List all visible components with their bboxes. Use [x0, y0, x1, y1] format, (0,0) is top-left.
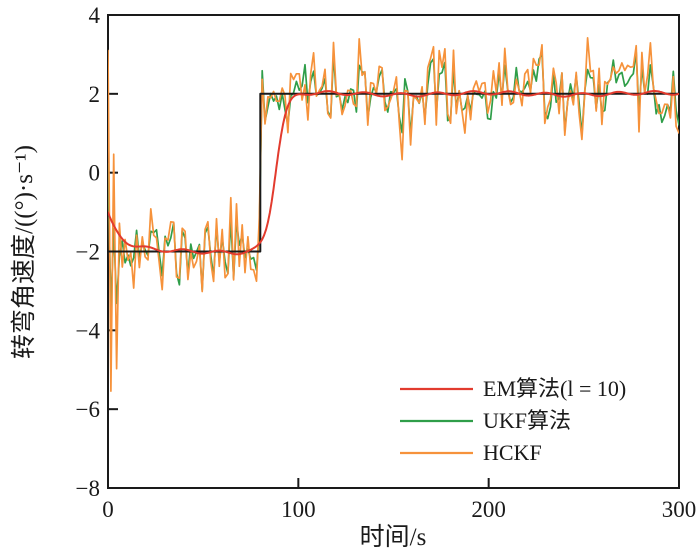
y-tick-label: −2 — [76, 240, 100, 265]
series-layer — [108, 36, 679, 392]
legend-label-ukf: UKF算法 — [483, 408, 571, 433]
x-tick-label: 300 — [662, 497, 697, 522]
axes-layer: 0 100 200 300 4 2 0 −2 −4 −6 −8 — [76, 3, 697, 522]
y-tick-label: 4 — [89, 3, 101, 28]
legend-item-ukf: UKF算法 — [400, 408, 571, 433]
y-tick-label: −6 — [76, 397, 100, 422]
series-EM算法(l = 10) — [108, 90, 679, 256]
x-tick-label: 100 — [281, 497, 316, 522]
legend-label-hckf: HCKF — [483, 440, 542, 465]
legend-label-em: EM算法(l = 10) — [483, 376, 626, 401]
legend-item-hckf: HCKF — [400, 440, 542, 465]
x-axis-title: 时间/s — [360, 523, 427, 551]
series-true-value — [108, 92, 679, 253]
x-tick-label: 200 — [471, 497, 506, 522]
y-tick-label: −4 — [76, 318, 101, 343]
y-tick-label: 2 — [89, 82, 101, 107]
legend-item-em: EM算法(l = 10) — [400, 376, 626, 401]
y-tick-label: −8 — [76, 476, 100, 501]
series-HCKF — [108, 36, 679, 392]
x-tick-label: 0 — [102, 497, 114, 522]
y-tick-label: 0 — [89, 161, 101, 186]
legend: EM算法(l = 10) UKF算法 HCKF — [400, 376, 626, 465]
y-axis-title: 转弯角速度/((°)·s⁻¹) — [10, 145, 38, 359]
